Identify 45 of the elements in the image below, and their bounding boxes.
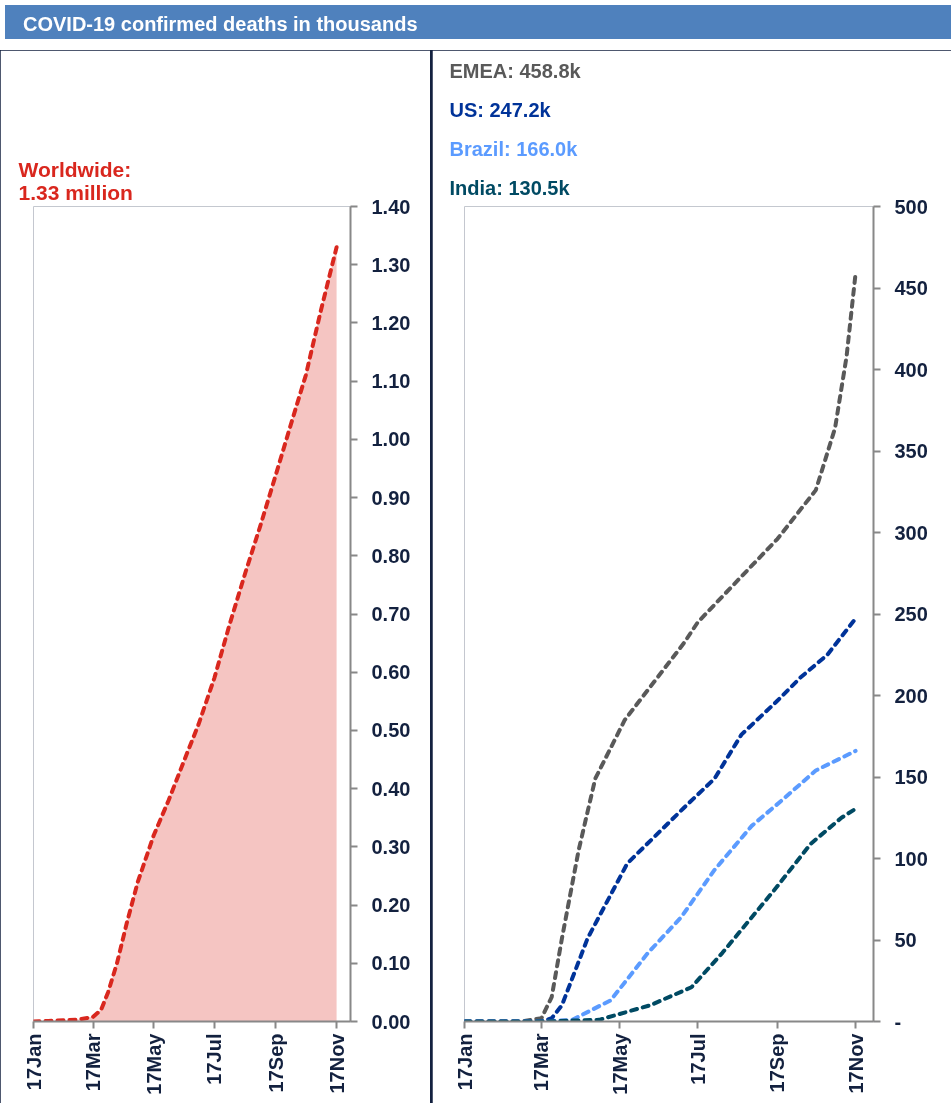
y-tick-label: - [894,1010,902,1033]
text: EMEA: 458.8k [449,60,582,82]
y-tick-label: 1.30 [371,253,411,276]
y-tick-label: 0.40 [371,777,411,800]
y-tick-label: 100 [894,847,928,870]
x-tick-label: 17May [608,1032,631,1095]
y-tick-label: 500 [894,195,928,218]
y-tick-label: 0.30 [371,835,411,858]
y-tick-label: 0.00 [371,1010,411,1033]
text: Worldwide: 1.33 million [18,157,133,204]
y-tick-label: 0.80 [371,544,411,567]
text: India: 130.5k [449,177,571,199]
x-tick-label: 17Nov [325,1032,348,1094]
y-tick-label: 1.00 [371,428,411,451]
y-tick-label: 1.40 [371,195,411,218]
y-tick-label: 0.10 [371,952,411,975]
x-tick-label: 17Mar [82,1033,105,1092]
x-tick-label: 17Jul [203,1033,226,1085]
text: Brazil: 166.0k [449,138,579,160]
x-tick-label: 17Jul [686,1033,709,1085]
x-tick-label: 17Sep [264,1033,287,1093]
x-tick-label: 17Nov [844,1032,867,1094]
x-tick-label: 17May [142,1032,165,1095]
x-tick-label: 17Jan [22,1033,45,1091]
y-tick-label: 200 [894,684,928,707]
y-tick-label: 250 [894,603,928,625]
y-tick-label: 0.60 [371,661,411,684]
y-tick-label: 0.50 [371,719,411,742]
x-tick-label: 17Mar [530,1033,553,1092]
y-tick-label: 1.10 [371,370,411,393]
y-tick-label: 50 [894,929,917,951]
text: US: 247.2k [449,99,552,121]
chart-title: COVID-19 confirmed deaths in thousands [23,12,418,37]
x-tick-label: 17Jan [453,1033,476,1091]
y-tick-label: 1.20 [371,311,411,334]
x-tick-label: 17Sep [766,1033,789,1093]
y-tick-label: 0.70 [371,603,411,625]
y-tick-label: 150 [894,766,928,788]
y-tick-label: 0.20 [371,894,411,917]
y-tick-label: 400 [894,358,928,381]
line-series [464,806,858,1022]
y-tick-label: 450 [894,277,928,299]
y-tick-label: 300 [894,521,928,544]
y-tick-label: 0.90 [371,486,411,509]
y-tick-label: 350 [894,440,928,462]
